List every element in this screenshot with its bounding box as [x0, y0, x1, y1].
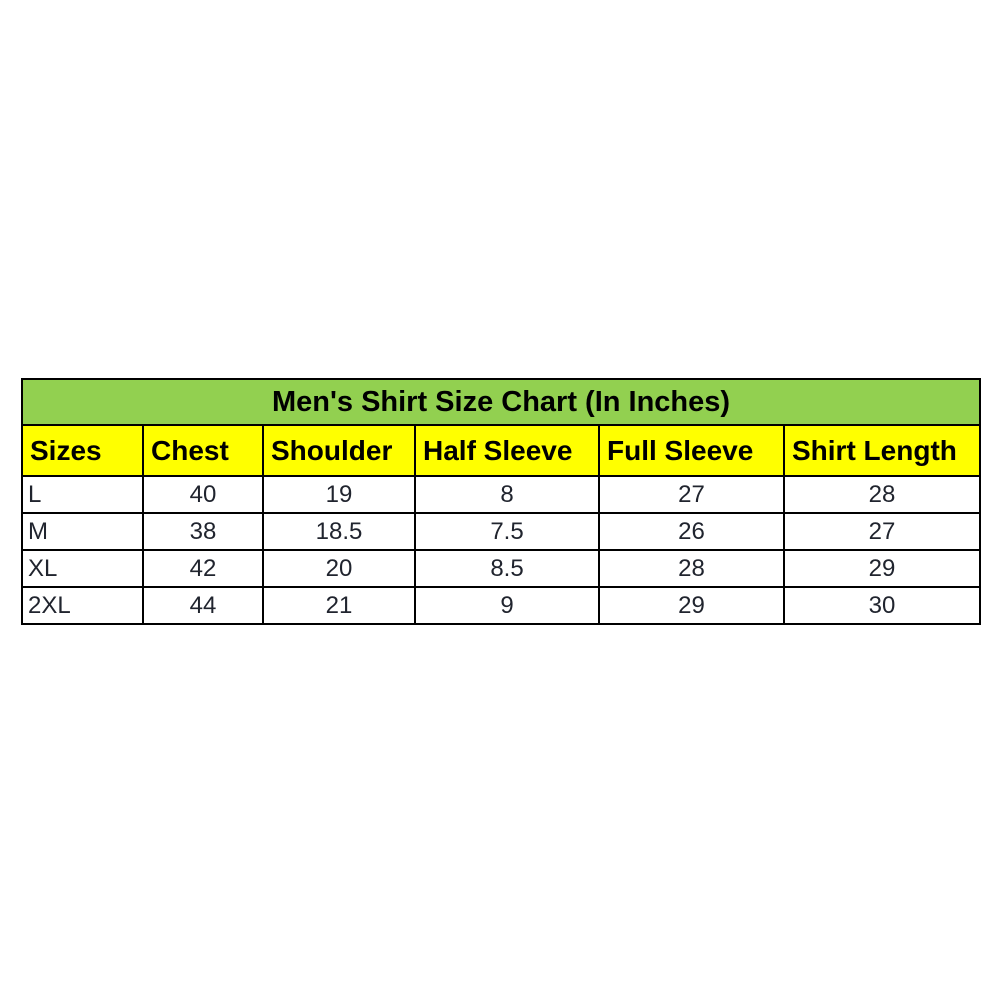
cell-l-shirt-length: 28 [782, 475, 982, 514]
column-header-full-sleeve: Full Sleeve [598, 424, 785, 477]
cell-2xl-shirt-length: 30 [782, 586, 982, 625]
chart-title: Men's Shirt Size Chart (In Inches) [20, 378, 982, 426]
table-row-xl: XL 42 20 8.5 28 29 [21, 549, 982, 588]
size-label-m: M [21, 512, 144, 551]
cell-xl-half-sleeve: 8.5 [414, 549, 600, 588]
column-header-half-sleeve: Half Sleeve [414, 424, 600, 477]
column-header-sizes: Sizes [21, 424, 144, 477]
cell-2xl-full-sleeve: 29 [598, 586, 785, 625]
cell-m-shoulder: 18.5 [262, 512, 416, 551]
cell-l-full-sleeve: 27 [598, 475, 785, 514]
cell-l-half-sleeve: 8 [414, 475, 600, 514]
column-header-chest: Chest [142, 424, 264, 477]
table-row-l: L 40 19 8 27 28 [21, 475, 982, 514]
cell-l-shoulder: 19 [262, 475, 416, 514]
cell-l-chest: 40 [142, 475, 264, 514]
cell-xl-chest: 42 [142, 549, 264, 588]
size-label-xl: XL [21, 549, 144, 588]
cell-m-half-sleeve: 7.5 [414, 512, 600, 551]
size-label-l: L [21, 475, 144, 514]
cell-2xl-chest: 44 [142, 586, 264, 625]
cell-2xl-shoulder: 21 [262, 586, 416, 625]
size-label-2xl: 2XL [21, 586, 144, 625]
cell-xl-full-sleeve: 28 [598, 549, 785, 588]
cell-m-chest: 38 [142, 512, 264, 551]
cell-m-shirt-length: 27 [782, 512, 982, 551]
column-header-shirt-length: Shirt Length [782, 424, 982, 477]
cell-m-full-sleeve: 26 [598, 512, 785, 551]
table-row-2xl: 2XL 44 21 9 29 30 [21, 586, 982, 625]
cell-2xl-half-sleeve: 9 [414, 586, 600, 625]
table-row-m: M 38 18.5 7.5 26 27 [21, 512, 982, 551]
column-header-shoulder: Shoulder [262, 424, 416, 477]
title-row: Men's Shirt Size Chart (In Inches) [20, 378, 982, 426]
cell-xl-shirt-length: 29 [782, 549, 982, 588]
column-header-row: Sizes Chest Shoulder Half Sleeve Full Sleeve… [21, 424, 982, 477]
size-chart-table: Men's Shirt Size Chart (In Inches) Sizes… [20, 378, 982, 625]
cell-xl-shoulder: 20 [262, 549, 416, 588]
